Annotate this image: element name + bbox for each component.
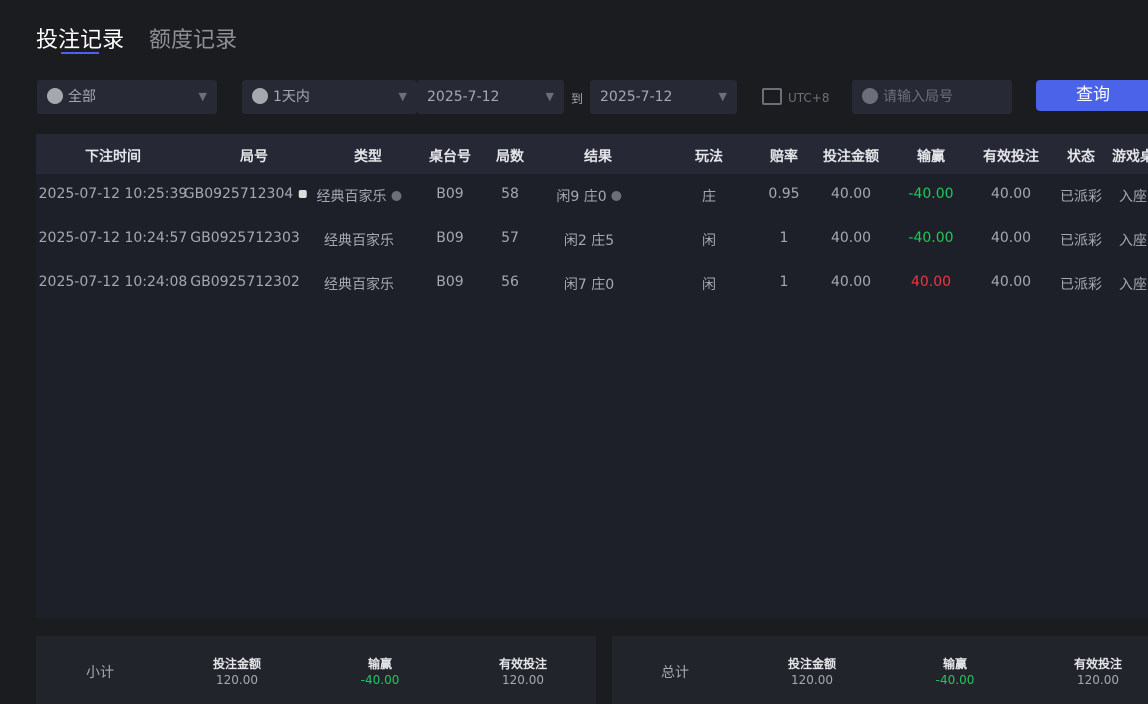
to-label: 到 bbox=[571, 92, 584, 106]
table-cell: 40.00 bbox=[910, 274, 952, 290]
table-cell: 0.95 bbox=[768, 186, 800, 202]
table-cell: 57 bbox=[501, 230, 519, 246]
table-cell: GB0925712304 bbox=[184, 186, 307, 202]
date-to[interactable]: 2025-7-12 ▼ bbox=[590, 80, 737, 114]
summary-value: 120.00 bbox=[791, 673, 833, 687]
summary-value: 120.00 bbox=[502, 673, 544, 687]
table-cell: -40.00 bbox=[908, 230, 954, 246]
table-cell: 已派彩 bbox=[1060, 189, 1102, 205]
table-cell: 闲7 庄0 bbox=[563, 277, 615, 293]
summary-key: 有效投注 bbox=[1073, 657, 1123, 671]
summary-value: 120.00 bbox=[216, 673, 258, 687]
table-cell: 2025-07-12 10:25:39 bbox=[38, 186, 188, 202]
column-header: 投注金额 bbox=[823, 149, 879, 165]
summary-value: 120.00 bbox=[1077, 673, 1119, 687]
summary-label: 小计 bbox=[86, 665, 114, 681]
table-body bbox=[36, 174, 1148, 618]
icon bbox=[862, 88, 878, 104]
summary-key: 有效投注 bbox=[498, 657, 548, 671]
period-select[interactable]: 1天内 ▼ bbox=[242, 80, 417, 114]
column-header: 下注时间 bbox=[85, 149, 141, 165]
table-cell: 闲9 庄0 bbox=[556, 186, 622, 206]
summary-key: 投注金额 bbox=[787, 657, 837, 671]
column-header: 赔率 bbox=[770, 149, 798, 165]
select-value: 1天内 bbox=[273, 89, 310, 105]
table-cell: B09 bbox=[436, 186, 464, 202]
table-cell: 入座 bbox=[1119, 277, 1147, 293]
arrow: ▼ bbox=[718, 90, 727, 103]
icon[interactable] bbox=[611, 191, 622, 201]
column-header: 玩法 bbox=[695, 149, 723, 165]
table-cell: -40.00 bbox=[908, 186, 954, 202]
table-cell: 经典百家乐 bbox=[324, 277, 394, 293]
subtotal-panel bbox=[36, 636, 596, 704]
table-cell: 58 bbox=[501, 186, 519, 202]
column-header: 状态 bbox=[1067, 149, 1095, 165]
table-cell: 40.00 bbox=[830, 230, 872, 246]
table-cell: 入座 bbox=[1119, 233, 1147, 249]
summary-value: -40.00 bbox=[935, 673, 975, 687]
table-cell: 闲 bbox=[702, 233, 716, 249]
table-header bbox=[36, 134, 1148, 174]
date-from[interactable]: 2025-7-12 ▼ bbox=[417, 80, 564, 114]
summary-key: 投注金额 bbox=[212, 657, 262, 671]
arrow: ▼ bbox=[545, 90, 554, 103]
tab-underline bbox=[61, 52, 99, 54]
summary-key: 输赢 bbox=[367, 657, 393, 671]
column-header: 游戏桌 bbox=[1112, 149, 1148, 165]
table-cell: GB0925712303 bbox=[190, 230, 300, 246]
placeholder: 请输入局号 bbox=[883, 89, 953, 105]
table-cell: 2025-07-12 10:24:57 bbox=[38, 230, 188, 246]
table-cell: 已派彩 bbox=[1060, 277, 1102, 293]
total-panel bbox=[612, 636, 1148, 704]
round-input[interactable]: 请输入局号 bbox=[852, 80, 1012, 114]
column-header: 类型 bbox=[354, 149, 382, 165]
table-cell: GB0925712302 bbox=[190, 274, 300, 290]
search-button[interactable]: 查询 bbox=[1036, 80, 1148, 111]
column-header: 输赢 bbox=[917, 149, 945, 165]
table-cell: 闲2 庄5 bbox=[563, 233, 615, 249]
table-cell: 经典百家乐 bbox=[317, 186, 402, 206]
column-header: 有效投注 bbox=[983, 149, 1039, 165]
table-cell: 入座 bbox=[1119, 189, 1147, 205]
table-cell: B09 bbox=[436, 230, 464, 246]
table-cell: 40.00 bbox=[990, 186, 1032, 202]
table-cell: 40.00 bbox=[830, 274, 872, 290]
table-cell: 庄 bbox=[702, 189, 716, 205]
column-header: 桌台号 bbox=[429, 149, 471, 165]
table-cell: 40.00 bbox=[990, 230, 1032, 246]
column-header: 结果 bbox=[584, 149, 612, 165]
icon bbox=[252, 88, 268, 104]
column-header: 局数 bbox=[496, 149, 524, 165]
column-header: 局号 bbox=[240, 149, 268, 165]
table-cell: 1 bbox=[779, 274, 789, 290]
date-value: 2025-7-12 bbox=[427, 89, 500, 105]
summary-key: 输赢 bbox=[942, 657, 968, 671]
timezone: UTC+8 bbox=[788, 91, 830, 105]
table-cell: 经典百家乐 bbox=[324, 233, 394, 249]
tab[interactable]: 投注记录 bbox=[36, 28, 125, 53]
table-cell: B09 bbox=[436, 274, 464, 290]
icon[interactable] bbox=[391, 191, 402, 201]
table-cell: 已派彩 bbox=[1060, 233, 1102, 249]
summary-label: 总计 bbox=[661, 665, 689, 681]
calendar-icon[interactable] bbox=[762, 88, 782, 105]
table-cell: 56 bbox=[501, 274, 519, 290]
table-cell: 1 bbox=[779, 230, 789, 246]
table-cell: 闲 bbox=[702, 277, 716, 293]
icon[interactable] bbox=[298, 190, 307, 198]
table-cell: 40.00 bbox=[990, 274, 1032, 290]
table-cell: 2025-07-12 10:24:08 bbox=[38, 274, 188, 290]
icon bbox=[47, 88, 63, 104]
date-value: 2025-7-12 bbox=[600, 89, 673, 105]
tab[interactable]: 额度记录 bbox=[149, 28, 238, 53]
select-value: 全部 bbox=[68, 89, 96, 105]
summary-value: -40.00 bbox=[360, 673, 400, 687]
arrow: ▼ bbox=[398, 90, 407, 103]
game-select[interactable]: 全部 ▼ bbox=[37, 80, 217, 114]
arrow: ▼ bbox=[198, 90, 207, 103]
table-cell: 40.00 bbox=[830, 186, 872, 202]
